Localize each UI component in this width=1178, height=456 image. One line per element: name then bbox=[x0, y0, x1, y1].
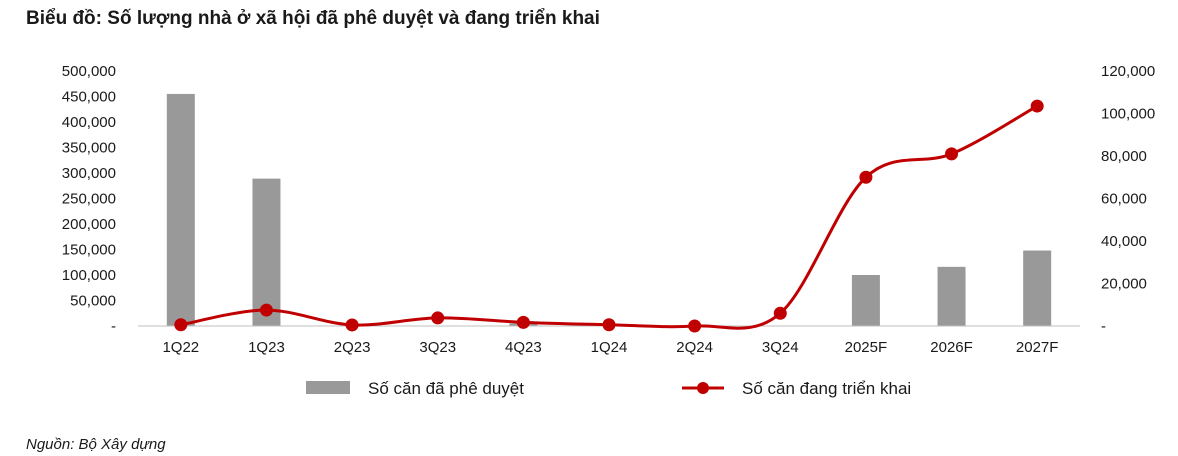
point-1Q23 bbox=[259, 303, 273, 317]
source-note: Nguồn: Bộ Xây dựng bbox=[26, 436, 166, 453]
point-3Q24 bbox=[773, 306, 787, 320]
right-axis-tick-label: - bbox=[1101, 318, 1106, 335]
left-axis-tick-label: 500,000 bbox=[62, 63, 116, 80]
right-axis-tick-label: 100,000 bbox=[1101, 106, 1155, 123]
left-axis-tick-label: 250,000 bbox=[62, 191, 116, 208]
left-axis-tick-label: 400,000 bbox=[62, 114, 116, 131]
left-axis-tick-label: 200,000 bbox=[62, 216, 116, 233]
x-axis-tick-label: 1Q23 bbox=[248, 339, 285, 356]
left-axis-tick-label: 50,000 bbox=[70, 293, 116, 310]
right-axis-tick-label: 60,000 bbox=[1101, 191, 1147, 208]
legend: Số căn đã phê duyệt Số căn đang triển kh… bbox=[306, 379, 911, 398]
x-axis-tick-label: 2027F bbox=[1016, 339, 1059, 356]
left-axis-ticks: - 50,000 100,000 150,000 200,000 250,000 300,0… bbox=[62, 63, 116, 335]
point-4Q23 bbox=[516, 315, 530, 329]
point-1Q24 bbox=[602, 318, 616, 332]
point-2Q23 bbox=[345, 318, 359, 332]
point-3Q23 bbox=[431, 311, 445, 325]
x-axis-tick-label: 2025F bbox=[845, 339, 888, 356]
point-1Q22 bbox=[174, 318, 188, 332]
bar-series bbox=[166, 93, 1052, 326]
right-axis-tick-label: 80,000 bbox=[1101, 148, 1147, 165]
right-axis-tick-label: 20,000 bbox=[1101, 276, 1147, 293]
point-2026F bbox=[945, 147, 959, 161]
left-axis-tick-label: 450,000 bbox=[62, 89, 116, 106]
x-axis-tick-label: 2Q24 bbox=[676, 339, 713, 356]
bar-1Q22 bbox=[166, 93, 195, 326]
legend-line-label: Số căn đang triển khai bbox=[742, 379, 911, 398]
x-axis-tick-label: 3Q24 bbox=[762, 339, 799, 356]
left-axis-tick-label: 300,000 bbox=[62, 165, 116, 182]
left-axis-tick-label: 350,000 bbox=[62, 140, 116, 157]
left-axis-tick-label: 150,000 bbox=[62, 242, 116, 259]
point-2025F bbox=[859, 170, 873, 184]
chart-title: Biểu đồ: Số lượng nhà ở xã hội đã phê du… bbox=[26, 8, 600, 29]
bar-2025F bbox=[851, 275, 880, 326]
x-axis-tick-label: 2Q23 bbox=[334, 339, 371, 356]
bar-2026F bbox=[937, 266, 966, 326]
legend-bar-swatch bbox=[306, 381, 350, 394]
bar-2027F bbox=[1023, 250, 1052, 326]
x-axis-tick-label: 1Q24 bbox=[591, 339, 628, 356]
right-axis-tick-label: 120,000 bbox=[1101, 63, 1155, 80]
right-axis-ticks: - 20,000 40,000 60,000 80,000 100,000 120,000 bbox=[1101, 63, 1155, 335]
line-series-path bbox=[180, 104, 1038, 330]
x-axis-tick-label: 1Q22 bbox=[162, 339, 199, 356]
x-axis-tick-label: 3Q23 bbox=[419, 339, 456, 356]
legend-bar-label: Số căn đã phê duyệt bbox=[368, 379, 524, 398]
left-axis-tick-label: 100,000 bbox=[62, 267, 116, 284]
point-2027F bbox=[1030, 99, 1044, 113]
bar-1Q23 bbox=[252, 178, 281, 326]
x-axis-tick-label: 2026F bbox=[930, 339, 973, 356]
line-series-points bbox=[174, 99, 1044, 333]
x-axis-tick-label: 4Q23 bbox=[505, 339, 542, 356]
left-axis-tick-label: - bbox=[111, 318, 116, 335]
x-axis-tick-labels: 1Q22 1Q23 2Q23 3Q23 4Q23 1Q24 2Q24 3Q24 2025F 202… bbox=[162, 339, 1058, 356]
right-axis-tick-label: 40,000 bbox=[1101, 233, 1147, 250]
point-2Q24 bbox=[688, 319, 702, 333]
legend-line-marker bbox=[697, 382, 709, 394]
